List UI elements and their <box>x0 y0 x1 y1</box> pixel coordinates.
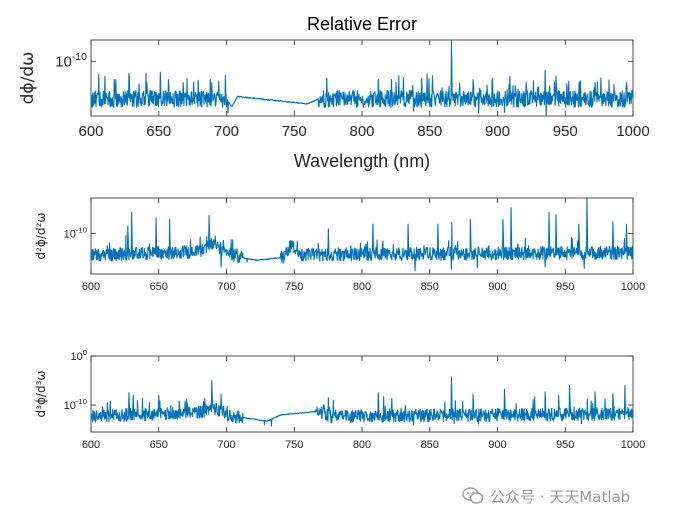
x-tick-label: 750 <box>282 123 307 140</box>
x-tick-label: 1000 <box>621 281 645 293</box>
x-tick-label: 700 <box>214 123 239 140</box>
x-tick-label: 950 <box>553 123 578 140</box>
first-derivative-panel: 600 650 700 750 800 850 900 950 1000 10-10 dϕ/dω Re… <box>18 14 650 171</box>
x-tick-label: 700 <box>217 281 235 293</box>
series-line <box>91 198 633 272</box>
x-tick-label: 1000 <box>616 123 649 140</box>
y-axis-label: d³ϕ/d³ω <box>34 371 48 418</box>
x-tick-label: 850 <box>417 123 442 140</box>
third-derivative-panel: 600 650 700 750 800 850 900 950 1000 100 10-10 d³ϕ/… <box>34 348 645 451</box>
x-tick-label: 800 <box>353 439 371 451</box>
x-tick-label: 650 <box>150 281 168 293</box>
y-axis-label: dϕ/dω <box>18 52 38 105</box>
watermark-text: 公众号 · 天天Matlab <box>490 487 631 506</box>
watermark: 公众号 · 天天Matlab <box>462 484 630 508</box>
x-tick-label: 800 <box>349 123 374 140</box>
x-tick-label: 900 <box>488 439 506 451</box>
x-tick-label: 650 <box>150 439 168 451</box>
x-tick-label: 650 <box>146 123 171 140</box>
x-tick-label: 950 <box>556 439 574 451</box>
second-derivative-panel: 600 650 700 750 800 850 900 950 1000 10-10 d²ϕ/d²ω <box>34 197 645 293</box>
y-tick-label: 100 <box>70 348 87 363</box>
x-axis-label: Wavelength (nm) <box>294 151 430 171</box>
x-tick-label: 900 <box>485 123 510 140</box>
wechat-icon <box>462 487 484 504</box>
x-tick-label: 600 <box>82 281 100 293</box>
x-tick-label: 800 <box>353 281 371 293</box>
chart-title: Relative Error <box>307 14 417 34</box>
y-tick-label: 10-10 <box>64 226 87 241</box>
x-tick-label: 850 <box>421 281 439 293</box>
x-tick-label: 1000 <box>621 439 645 451</box>
x-tick-label: 750 <box>285 281 303 293</box>
x-tick-label: 700 <box>217 439 235 451</box>
y-tick-label: 10-10 <box>64 397 87 412</box>
y-axis-label: d²ϕ/d²ω <box>34 213 48 260</box>
series-line <box>91 376 633 427</box>
x-tick-label: 600 <box>82 439 100 451</box>
x-tick-label: 750 <box>285 439 303 451</box>
y-tick-label: 10-10 <box>55 51 87 71</box>
x-tick-label: 850 <box>421 439 439 451</box>
series-line <box>91 40 633 116</box>
x-tick-label: 600 <box>78 123 103 140</box>
x-tick-label: 900 <box>488 281 506 293</box>
x-tick-label: 950 <box>556 281 574 293</box>
